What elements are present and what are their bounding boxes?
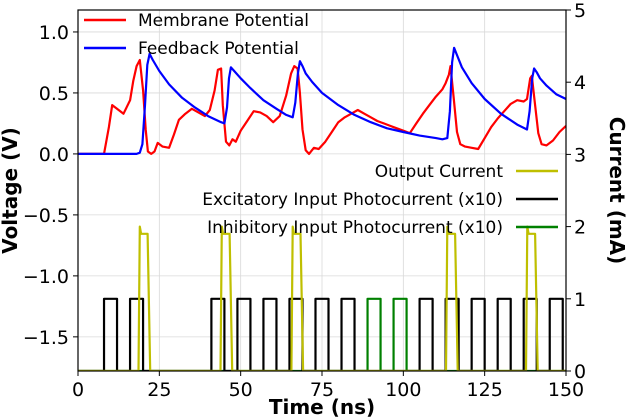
y-right-tick-label: 4 [574, 72, 586, 94]
y-right-tick-label: 2 [574, 217, 586, 239]
x-tick-label: 75 [310, 379, 334, 401]
series-line-membrane-potential [78, 58, 566, 155]
legend-top: Membrane Potential Feedback Potential [84, 11, 309, 59]
x-tick-label: 25 [147, 379, 171, 401]
legend-label: Output Current [375, 162, 504, 182]
series-line-output-current [78, 225, 566, 371]
x-tick-label: 125 [467, 379, 503, 401]
series-line-inhibitory-input-photocurrent-x10 [78, 297, 566, 371]
x-tick-label: 150 [548, 379, 584, 401]
axis-ticks: 0 25 50 75 100 125 1501.00.50.0−0.5−1.0−1.5012… [23, 0, 586, 401]
y-right-tick-label: 3 [574, 144, 586, 166]
y-left-tick-label: 1.0 [39, 22, 69, 44]
y-left-tick-label: 0.0 [39, 144, 69, 166]
series-line-excitatory-input-photocurrent-x10 [78, 297, 566, 371]
x-tick-label: 0 [72, 379, 84, 401]
legend-label: Feedback Potential [138, 39, 299, 59]
y-axis-left-title: Voltage (V) [0, 127, 22, 254]
y-left-tick-label: 0.5 [39, 83, 69, 105]
x-axis-title: Time (ns) [269, 395, 375, 418]
legend-label: Excitatory Input Photocurrent (x10) [202, 190, 503, 210]
y-left-tick-label: −0.5 [23, 205, 69, 227]
legend-bottom: Output Current Excitatory Input Photocurr… [202, 162, 558, 238]
y-left-tick-label: −1.0 [23, 266, 69, 288]
y-right-tick-label: 5 [574, 0, 586, 22]
x-tick-label: 100 [385, 379, 421, 401]
y-right-tick-label: 1 [574, 289, 586, 311]
y-axis-right-title: Current (mA) [605, 117, 626, 265]
legend-label: Inhibitory Input Photocurrent (x10) [207, 218, 503, 238]
y-left-tick-label: −1.5 [23, 327, 69, 349]
y-right-tick-label: 0 [574, 361, 586, 383]
legend-label: Membrane Potential [138, 11, 309, 31]
x-tick-label: 50 [229, 379, 253, 401]
plot-series [78, 46, 566, 371]
series-line-feedback-potential [78, 46, 566, 155]
